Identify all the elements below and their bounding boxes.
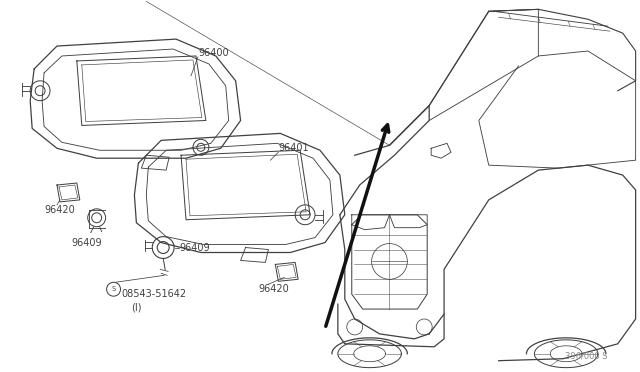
Text: 96409: 96409: [179, 243, 210, 253]
Text: 08543-51642: 08543-51642: [122, 289, 187, 299]
Text: (I): (I): [131, 302, 142, 312]
Text: 396/000 S: 396/000 S: [565, 352, 608, 361]
Text: 96420: 96420: [259, 284, 289, 294]
Text: 96420: 96420: [44, 205, 75, 215]
Text: S: S: [111, 286, 116, 292]
Text: 96400: 96400: [198, 48, 228, 58]
Text: 96401: 96401: [278, 143, 309, 153]
Text: 96409: 96409: [72, 238, 102, 248]
